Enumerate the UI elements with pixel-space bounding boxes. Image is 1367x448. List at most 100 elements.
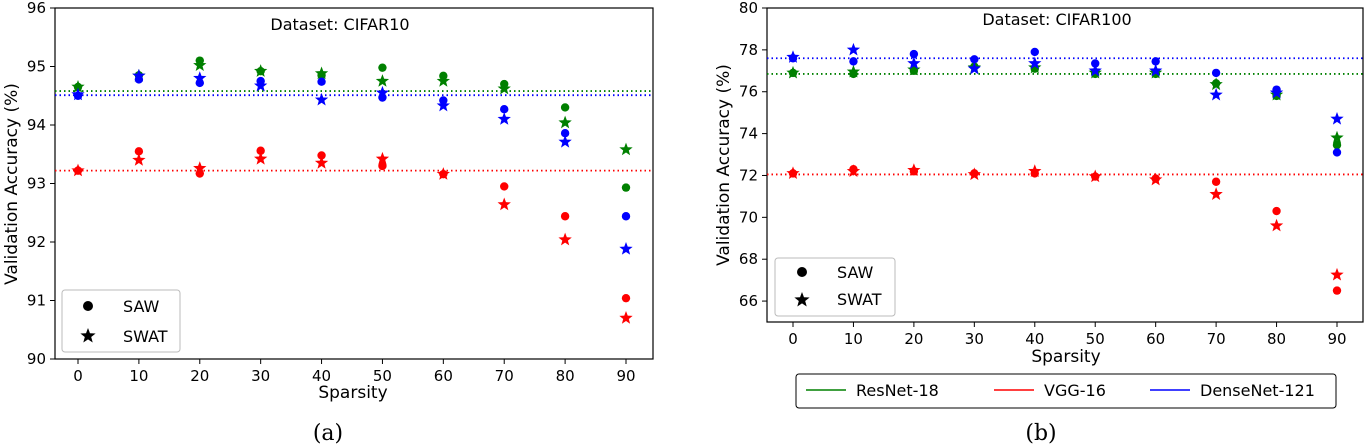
y-axis-b: 66 68 70 72 74 76 78 80 bbox=[739, 0, 767, 310]
x-tick-label: 30 bbox=[965, 330, 984, 348]
point-swat-vgg-16 bbox=[1209, 187, 1223, 200]
x-tick-label: 40 bbox=[1025, 330, 1044, 348]
x-axis-b: 0 10 20 30 40 50 60 70 80 90 bbox=[788, 322, 1347, 348]
point-swat-densenet-121 bbox=[1088, 63, 1102, 77]
point-swat-densenet-121 bbox=[619, 242, 633, 255]
y-tick-label: 93 bbox=[27, 175, 46, 193]
point-swat-resnet-18 bbox=[193, 58, 207, 71]
point-swat-resnet-18 bbox=[846, 64, 861, 78]
point-saw-densenet-121 bbox=[560, 128, 570, 138]
point-swat-densenet-121 bbox=[1028, 56, 1042, 70]
point-swat-vgg-16 bbox=[375, 151, 390, 165]
x-tick-label: 70 bbox=[495, 367, 514, 385]
x-tick-label: 60 bbox=[1146, 330, 1165, 348]
model-legend: ResNet-18 VGG-16 DenseNet-121 bbox=[795, 373, 1337, 409]
point-swat-vgg-16 bbox=[786, 166, 800, 180]
markers-a bbox=[71, 56, 633, 324]
point-swat-densenet-121 bbox=[1330, 111, 1344, 125]
y-tick-label: 74 bbox=[739, 125, 758, 143]
point-swat-vgg-16 bbox=[1088, 169, 1102, 183]
point-saw-densenet-121 bbox=[970, 55, 979, 64]
x-axis-label-a: Sparsity bbox=[318, 383, 387, 403]
point-saw-densenet-121 bbox=[317, 77, 326, 86]
y-axis-label-b: Validation Accuracy (%) bbox=[714, 64, 734, 266]
x-axis-label-b: Sparsity bbox=[1031, 347, 1100, 367]
point-saw-vgg-16 bbox=[378, 161, 387, 171]
point-swat-vgg-16 bbox=[1028, 164, 1042, 177]
plot-frame-b bbox=[766, 7, 1364, 323]
x-tick-label: 50 bbox=[1086, 330, 1105, 348]
point-swat-vgg-16 bbox=[193, 161, 207, 174]
panel-a: 90 91 92 93 94 95 96 0 10 20 30 40 50 60 70 80 90 Datas… bbox=[2, 0, 654, 446]
point-swat-vgg-16 bbox=[558, 232, 572, 246]
point-swat-resnet-18 bbox=[375, 74, 390, 87]
x-tick-label: 0 bbox=[73, 367, 83, 385]
point-swat-resnet-18 bbox=[786, 65, 800, 79]
x-tick-label: 20 bbox=[904, 330, 923, 348]
model-legend-box bbox=[795, 373, 1337, 409]
point-saw-vgg-16 bbox=[500, 182, 509, 191]
point-swat-densenet-121 bbox=[967, 61, 981, 75]
x-tick-label: 70 bbox=[1207, 330, 1226, 348]
point-swat-resnet-18 bbox=[907, 62, 921, 76]
point-saw-densenet-121 bbox=[1091, 59, 1100, 68]
point-swat-densenet-121 bbox=[375, 85, 390, 99]
y-tick-label: 95 bbox=[27, 58, 46, 76]
point-swat-densenet-121 bbox=[846, 42, 861, 56]
point-swat-vgg-16 bbox=[132, 153, 146, 166]
point-swat-vgg-16 bbox=[497, 197, 511, 211]
y-tick-label: 68 bbox=[739, 250, 758, 268]
point-swat-vgg-16 bbox=[254, 151, 268, 165]
point-swat-vgg-16 bbox=[436, 167, 450, 180]
x-tick-label: 60 bbox=[434, 367, 453, 385]
point-swat-resnet-18 bbox=[497, 81, 511, 95]
y-axis-a: 90 91 92 93 94 95 96 bbox=[27, 0, 55, 368]
x-axis-a: 0 10 20 30 40 50 60 70 80 90 bbox=[73, 359, 636, 385]
point-swat-resnet-18 bbox=[619, 142, 633, 156]
x-tick-label: 10 bbox=[129, 367, 148, 385]
point-saw-vgg-16 bbox=[621, 293, 631, 303]
point-swat-vgg-16 bbox=[846, 164, 861, 177]
point-swat-resnet-18 bbox=[1028, 60, 1042, 74]
point-swat-densenet-121 bbox=[786, 50, 800, 63]
point-swat-resnet-18 bbox=[1209, 77, 1223, 91]
point-swat-resnet-18 bbox=[254, 64, 268, 77]
method-legend-b: SAW SWAT bbox=[774, 257, 896, 317]
point-swat-resnet-18 bbox=[436, 74, 450, 87]
legend-swat-marker-b bbox=[794, 292, 810, 307]
legend-saw-label-a: SAW bbox=[123, 297, 160, 316]
markers-b bbox=[786, 42, 1344, 295]
point-swat-vgg-16 bbox=[1330, 267, 1344, 281]
point-swat-vgg-16 bbox=[907, 163, 921, 176]
x-tick-label: 80 bbox=[1267, 330, 1286, 348]
method-legend-a: SAW SWAT bbox=[61, 289, 181, 353]
point-swat-densenet-121 bbox=[1149, 63, 1163, 77]
legend-saw-marker-b bbox=[797, 267, 807, 277]
baselines-a bbox=[55, 90, 653, 172]
point-saw-vgg-16 bbox=[317, 151, 326, 160]
point-swat-resnet-18 bbox=[71, 79, 85, 93]
point-saw-densenet-121 bbox=[1151, 57, 1160, 66]
point-swat-densenet-121 bbox=[1209, 87, 1223, 101]
model-legend-label-densenet: DenseNet-121 bbox=[1200, 381, 1315, 400]
y-tick-label: 91 bbox=[27, 292, 46, 310]
y-axis-label-a: Validation Accuracy (%) bbox=[2, 83, 22, 285]
point-saw-resnet-18 bbox=[621, 183, 631, 192]
y-tick-label: 66 bbox=[739, 292, 758, 310]
legend-saw-label-b: SAW bbox=[837, 263, 874, 282]
x-tick-label: 90 bbox=[1327, 330, 1346, 348]
point-swat-densenet-121 bbox=[907, 56, 921, 70]
legend-swat-label-b: SWAT bbox=[837, 290, 882, 309]
point-saw-densenet-121 bbox=[909, 49, 919, 59]
point-saw-densenet-121 bbox=[1332, 148, 1342, 157]
point-swat-vgg-16 bbox=[619, 311, 633, 324]
point-swat-vgg-16 bbox=[967, 167, 981, 181]
x-tick-label: 40 bbox=[312, 367, 331, 385]
point-swat-resnet-18 bbox=[1330, 130, 1344, 144]
x-tick-label: 80 bbox=[556, 367, 575, 385]
model-legend-label-resnet: ResNet-18 bbox=[856, 381, 939, 400]
panel-b: 66 68 70 72 74 76 78 80 0 10 20 30 40 50 60 70 80 90 Dat… bbox=[714, 0, 1364, 446]
y-tick-label: 96 bbox=[27, 0, 46, 17]
point-swat-vgg-16 bbox=[1269, 218, 1284, 232]
